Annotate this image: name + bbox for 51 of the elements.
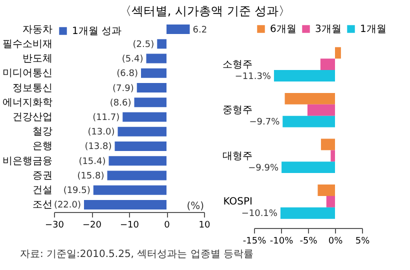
data-label: −10.1% bbox=[241, 209, 278, 220]
legend-label: 6개월 bbox=[270, 24, 296, 35]
y-tick-label: 필수소비재 bbox=[2, 38, 52, 50]
y-tick-label: 자동차 bbox=[22, 24, 52, 36]
y-tick-label: 조선 bbox=[32, 200, 52, 211]
x-tick-label: −10 bbox=[120, 220, 140, 230]
y-tick-label: 은행 bbox=[32, 141, 52, 152]
x-tick-label: 10 bbox=[198, 220, 210, 230]
legend-label: 3개월 bbox=[315, 24, 342, 35]
x-tick-label: 0 bbox=[164, 220, 170, 230]
data-label: −9.9% bbox=[248, 163, 279, 174]
y-tick-label: 건강산업 bbox=[12, 112, 52, 123]
data-label: −9.7% bbox=[249, 118, 280, 128]
data-label: (13.8) bbox=[84, 142, 112, 152]
text: 자료: 기준일:2010.5.25, 섹터성과는 업종별 등락률 bbox=[19, 248, 255, 261]
y-tick-label: 비은행금융 bbox=[2, 156, 52, 167]
data-label: −11.3% bbox=[234, 72, 272, 82]
x-tick-label: -10% bbox=[270, 236, 294, 246]
y-tick-label: 미디어통신 bbox=[2, 68, 52, 80]
data-label: (13.0) bbox=[88, 128, 115, 138]
data-label: (8.6) bbox=[110, 98, 132, 108]
y-tick-label: 정보통신 bbox=[12, 82, 52, 94]
y-tick-label: 소형주 bbox=[222, 59, 252, 70]
x-tick-label: −20 bbox=[82, 220, 102, 230]
data-label: (15.4) bbox=[78, 156, 106, 167]
data-label: (19.5) bbox=[63, 186, 90, 196]
y-tick-label: 철강 bbox=[32, 126, 52, 138]
data-label: (15.8) bbox=[77, 171, 104, 182]
x-tick-label: 5% bbox=[355, 236, 370, 246]
y-tick-label: 반도체 bbox=[22, 54, 52, 65]
y-tick-label: 증권 bbox=[32, 170, 52, 182]
legend-label: 1개월 bbox=[360, 24, 386, 35]
annotation: (%) bbox=[186, 201, 204, 212]
y-tick-label: 건설 bbox=[32, 185, 52, 196]
data-label: (22.0) bbox=[54, 200, 81, 211]
data-label: (6.8) bbox=[116, 69, 138, 80]
x-tick-label: 0% bbox=[328, 236, 344, 246]
y-tick-label: 대형주 bbox=[222, 150, 252, 162]
legend-label: 1개월 성과 bbox=[72, 26, 122, 37]
y-tick-label: KOSPI bbox=[223, 196, 252, 208]
chart-title: 〈섹터별, 시가총액 기준 성과〉 bbox=[118, 3, 292, 20]
data-label: (11.7) bbox=[92, 113, 120, 123]
data-label: 6.2 bbox=[192, 25, 208, 36]
y-tick-label: 중형주 bbox=[222, 105, 252, 116]
data-label: (7.9) bbox=[112, 84, 134, 94]
data-label: (2.5) bbox=[132, 40, 154, 50]
x-tick-label: -15% bbox=[242, 236, 267, 246]
x-tick-label: −30 bbox=[45, 220, 64, 230]
y-tick-label: 에너지화학 bbox=[2, 97, 52, 108]
x-tick-label: -5% bbox=[300, 236, 318, 246]
data-label: (5.4) bbox=[122, 54, 144, 65]
